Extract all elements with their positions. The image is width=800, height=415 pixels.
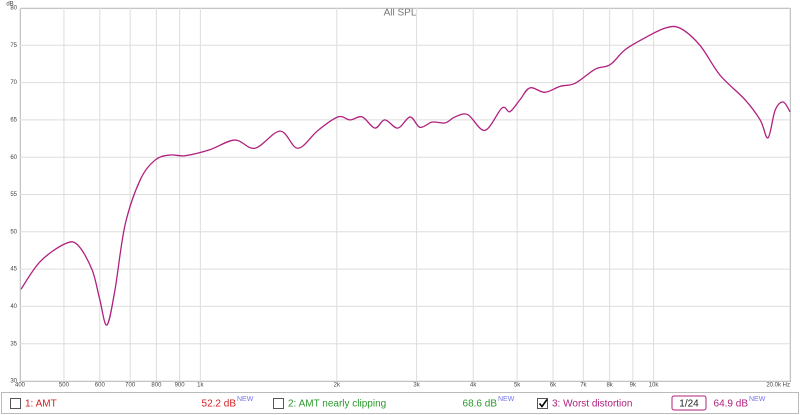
y-tick-label: 35 — [10, 341, 17, 347]
series-line — [20, 25, 791, 326]
x-tick-label: 500 — [59, 383, 70, 389]
x-tick-label: 7k — [580, 383, 587, 389]
legend-name[interactable]: 1: AMT — [25, 399, 57, 410]
x-tick-label: 9k — [630, 383, 637, 389]
legend-checkbox[interactable] — [273, 398, 284, 409]
legend-bar — [1, 392, 799, 414]
x-tick-label: 8k — [606, 383, 613, 389]
x-tick-label: 400 — [15, 383, 26, 389]
smoothing[interactable]: 1/24 — [679, 399, 699, 410]
y-tick-label: 50 — [10, 229, 17, 235]
x-tick-label: 3k — [413, 383, 420, 389]
x-tick-label: 4k — [470, 383, 477, 389]
x-tick-label: 20.0k Hz — [766, 383, 790, 389]
legend-name[interactable]: 3: Worst distortion — [552, 399, 632, 410]
reading: 64.9 dB — [714, 399, 749, 410]
badge: NEW — [237, 396, 254, 403]
x-tick-label: 5k — [514, 383, 521, 389]
x-tick-label: 6k — [550, 383, 557, 389]
y-unit: dB — [6, 2, 13, 8]
x-tick-label: 600 — [95, 383, 106, 389]
y-tick-label: 80 — [10, 6, 17, 12]
y-tick-label: 55 — [10, 192, 17, 198]
x-tick-label: 1k — [197, 383, 204, 389]
chart-title: All SPL — [384, 8, 417, 19]
x-tick-label: 800 — [151, 383, 162, 389]
badge: NEW — [498, 396, 515, 403]
y-tick-label: 30 — [10, 379, 17, 385]
reading: 52.2 dB — [202, 399, 237, 410]
y-tick-label: 40 — [10, 304, 17, 310]
legend-checkbox[interactable] — [10, 398, 21, 409]
y-tick-label: 45 — [10, 267, 17, 273]
smoothing-box — [671, 395, 707, 411]
y-tick-label: 65 — [10, 117, 17, 123]
badge: NEW — [749, 396, 766, 403]
reading: 68.6 dB — [463, 399, 498, 410]
legend-name[interactable]: 2: AMT nearly clipping — [288, 399, 386, 410]
checkmark — [538, 399, 548, 408]
x-tick-label: 10k — [649, 383, 660, 389]
x-tick-label: 900 — [175, 383, 186, 389]
legend-checkbox[interactable] — [537, 398, 548, 409]
x-tick-label: 700 — [125, 383, 136, 389]
y-tick-label: 60 — [10, 155, 17, 161]
y-tick-label: 75 — [10, 43, 17, 49]
x-tick-label: 2k — [334, 383, 341, 389]
y-tick-label: 70 — [10, 80, 17, 86]
